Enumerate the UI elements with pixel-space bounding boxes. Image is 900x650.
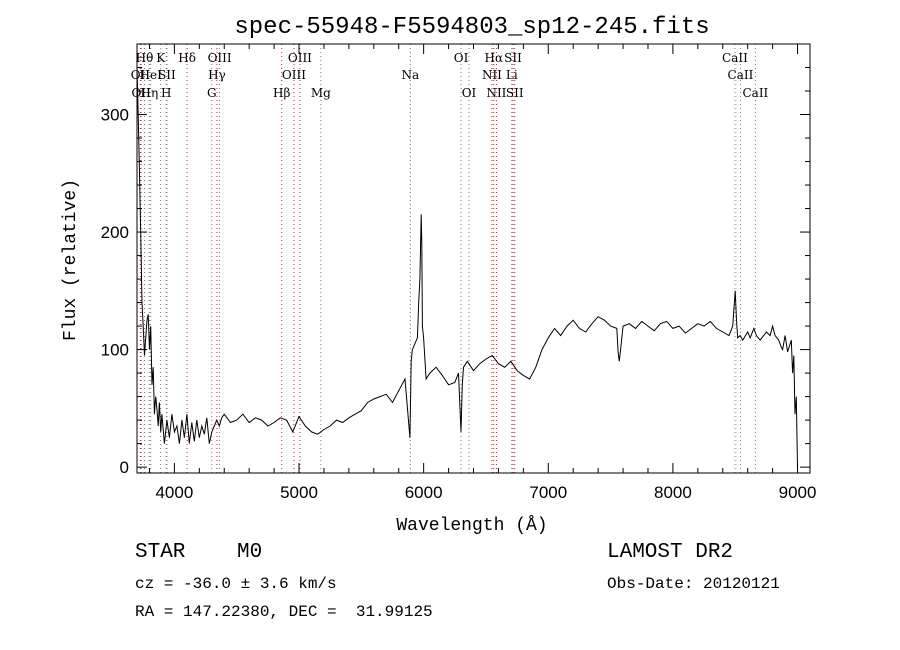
spectral-line-label: Mg: [311, 86, 331, 100]
y-tick-label: 300: [101, 106, 129, 125]
spectrum-series-line: [136, 67, 798, 468]
spectral-line-label: H: [161, 86, 171, 100]
x-axis-label: Wavelength (Å): [396, 515, 547, 536]
spectral-line-label: OII: [131, 68, 151, 82]
y-axis-label: Flux (relative): [61, 179, 81, 341]
spectral-line-label: NII: [486, 86, 506, 100]
spectral-line-label: Hδ: [178, 51, 196, 65]
observation-date: Obs-Date: 20120121: [607, 575, 780, 593]
spectral-line-label: OIII: [282, 68, 306, 82]
spectral-line-label: Hθ: [136, 51, 154, 65]
redshift-cz: cz = -36.0 ± 3.6 km/s: [135, 575, 337, 593]
spectral-line-label: OI: [454, 51, 469, 65]
y-tick-label: 100: [101, 341, 129, 360]
spectral-line-label: NII: [482, 68, 502, 82]
spectral-line-label: CaII: [742, 86, 768, 100]
coordinates: RA = 147.22380, DEC = 31.99125: [135, 603, 433, 621]
x-tick-label: 9000: [779, 483, 817, 502]
plot-frame: [136, 43, 811, 474]
spectral-line-label: Na: [401, 68, 419, 82]
object-class: STAR: [135, 541, 186, 564]
spectral-line-label: OI: [462, 86, 477, 100]
survey-name: LAMOST DR2: [607, 541, 734, 564]
spectral-line-label: OII: [131, 86, 151, 100]
axis-ticks: 4000 5000 6000 7000 8000 9000 0 100 200 300: [101, 44, 817, 502]
x-tick-label: 4000: [155, 483, 193, 502]
y-tick-label: 0: [120, 458, 129, 477]
chart-title: spec-55948-F5594803_sp12-245.fits: [234, 14, 709, 41]
x-tick-label: 5000: [280, 483, 318, 502]
spectral-line-label: Hη: [141, 86, 159, 100]
spectral-line-label: SII: [506, 86, 524, 100]
spectral-line-label: HeI: [140, 68, 163, 82]
spectral-line-label: SII: [158, 68, 176, 82]
y-tick-label: 200: [101, 223, 129, 242]
spectral-line-label: Hγ: [208, 68, 226, 82]
x-tick-label: 6000: [405, 483, 443, 502]
x-tick-label: 8000: [654, 483, 692, 502]
spectral-line-labels: OIIOIIHθHηHeIKHSIIHδGHγOIIIHβOIIIOIIIMgN…: [131, 51, 769, 100]
spectral-line-label: Li: [506, 68, 518, 82]
spectral-line-label: CaII: [722, 51, 748, 65]
spectral-line-label: K: [156, 51, 166, 65]
spectral-line-label: OIII: [288, 51, 312, 65]
spectral-line-label: Hα: [485, 51, 504, 65]
spectral-line-label: Hβ: [273, 86, 290, 100]
spectral-line-label: OIII: [208, 51, 232, 65]
spectral-line-label: G: [207, 86, 217, 100]
spectral-line-label: SII: [504, 51, 522, 65]
x-tick-label: 7000: [529, 483, 567, 502]
object-subclass: M0: [237, 541, 263, 564]
spectral-line-label: CaII: [728, 68, 754, 82]
spectral-line-markers: [139, 44, 756, 473]
